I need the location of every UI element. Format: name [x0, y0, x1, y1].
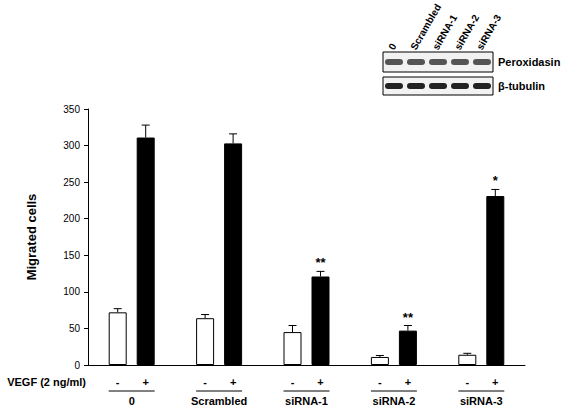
svg-text:0: 0 — [129, 395, 135, 407]
svg-text:350: 350 — [63, 104, 80, 115]
svg-text:300: 300 — [63, 140, 80, 151]
svg-text:siRNA-1: siRNA-1 — [430, 12, 460, 52]
svg-text:-: - — [465, 376, 469, 388]
svg-text:+: + — [492, 376, 498, 388]
svg-text:+: + — [405, 376, 411, 388]
svg-text:-: - — [378, 376, 382, 388]
svg-text:+: + — [317, 376, 323, 388]
svg-text:0: 0 — [386, 41, 399, 52]
svg-text:Scrambled: Scrambled — [191, 395, 247, 407]
svg-text:-: - — [116, 376, 120, 388]
svg-text:-: - — [291, 376, 295, 388]
svg-text:200: 200 — [63, 213, 80, 224]
svg-text:+: + — [230, 376, 236, 388]
svg-text:siRNA-3: siRNA-3 — [460, 395, 503, 407]
svg-text:Migrated cells: Migrated cells — [24, 194, 39, 281]
svg-text:Scrambled: Scrambled — [408, 2, 444, 52]
svg-text:siRNA-3: siRNA-3 — [474, 12, 503, 52]
svg-text:siRNA-1: siRNA-1 — [285, 395, 328, 407]
svg-text:+: + — [142, 376, 148, 388]
svg-text:250: 250 — [63, 177, 80, 188]
svg-text:siRNA-2: siRNA-2 — [373, 395, 416, 407]
svg-text:β-tubulin: β-tubulin — [498, 80, 545, 92]
svg-text:**: ** — [315, 255, 326, 270]
svg-text:**: ** — [403, 310, 414, 325]
svg-text:50: 50 — [69, 323, 81, 334]
svg-text:*: * — [493, 173, 499, 188]
svg-text:Peroxidasin: Peroxidasin — [498, 56, 561, 68]
svg-text:-: - — [203, 376, 207, 388]
svg-text:150: 150 — [63, 250, 80, 261]
svg-text:100: 100 — [63, 286, 80, 297]
svg-text:VEGF (2 ng/ml): VEGF (2 ng/ml) — [7, 376, 86, 388]
svg-text:siRNA-2: siRNA-2 — [452, 12, 482, 52]
svg-text:0: 0 — [74, 360, 80, 371]
